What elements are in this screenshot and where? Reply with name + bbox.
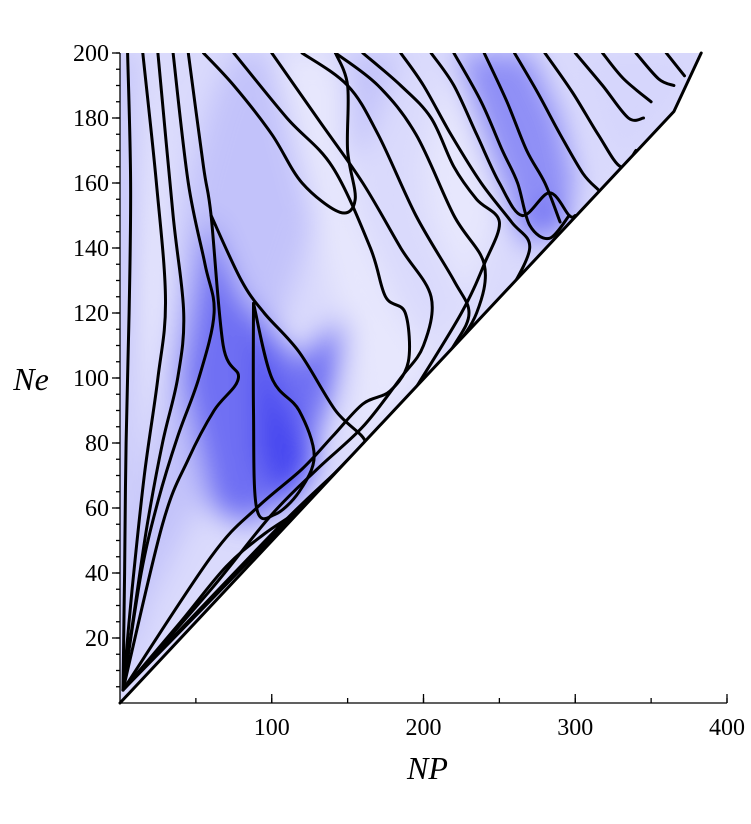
contour-line-9	[121, 53, 434, 692]
x-axis-title: NP	[406, 750, 448, 786]
y-tick-label: 60	[85, 496, 109, 522]
contour-line-16	[482, 53, 562, 224]
color-band-1	[123, 53, 166, 690]
contour-line-5	[202, 53, 357, 215]
contour-line-20	[601, 53, 653, 104]
color-band-7	[529, 192, 570, 235]
y-axis-title: Ne	[12, 361, 49, 397]
contour-line-21	[634, 53, 676, 87]
domain-boundary	[118, 51, 703, 705]
color-band-5	[271, 53, 530, 460]
y-tick-label: 40	[85, 561, 109, 587]
contour-line-1	[121, 53, 168, 692]
x-tick-label: 400	[709, 715, 745, 741]
axes: 100 200 300 400 20 40 60 80 100 120 140 160 180 200	[73, 41, 745, 741]
contour-line-13	[399, 53, 532, 299]
contour-line-19	[573, 53, 645, 122]
contour-line-3	[121, 53, 216, 692]
contour-line-7	[251, 301, 316, 521]
contour-line-12	[361, 53, 501, 390]
contour-line-14	[429, 53, 577, 219]
color-band-4	[253, 303, 318, 508]
color-band-6	[453, 53, 576, 248]
y-tick-label: 120	[73, 301, 109, 327]
y-tick-label: 100	[73, 366, 109, 392]
contour-line-17	[513, 53, 600, 191]
x-tick-label: 300	[557, 715, 593, 741]
y-tick-label: 180	[73, 106, 109, 132]
contour-line-15	[452, 53, 571, 241]
color-band-8	[575, 53, 702, 167]
y-tick-label: 200	[73, 41, 109, 67]
contour-line-4	[121, 53, 240, 692]
x-tick-label: 200	[406, 715, 442, 741]
color-band-3	[180, 215, 363, 525]
y-tick-label: 160	[73, 171, 109, 197]
y-tick-label: 20	[85, 626, 109, 652]
contour-line-0	[121, 53, 133, 692]
y-tick-label: 140	[73, 236, 109, 262]
y-tick-label: 80	[85, 431, 109, 457]
diagonal-boundary-line	[118, 51, 703, 705]
contour-lines	[121, 53, 686, 692]
x-tick-label: 100	[254, 715, 290, 741]
contour-line-22	[664, 53, 686, 78]
